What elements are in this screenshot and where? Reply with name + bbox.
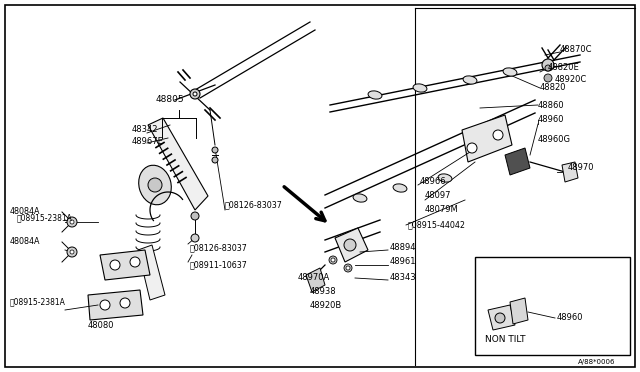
Text: 48967E: 48967E [132, 138, 164, 147]
Text: 48920C: 48920C [555, 76, 588, 84]
Text: 48084A: 48084A [10, 237, 40, 247]
Polygon shape [488, 305, 515, 330]
Text: 48079M: 48079M [425, 205, 459, 215]
Polygon shape [335, 228, 368, 262]
Circle shape [212, 147, 218, 153]
Text: 48894: 48894 [390, 244, 417, 253]
Text: 48342: 48342 [132, 125, 159, 135]
Text: 48084A: 48084A [10, 208, 40, 217]
Circle shape [344, 239, 356, 251]
Circle shape [545, 65, 551, 71]
Circle shape [493, 130, 503, 140]
Ellipse shape [413, 84, 427, 92]
Polygon shape [100, 250, 150, 280]
Ellipse shape [139, 165, 172, 205]
Circle shape [467, 143, 477, 153]
Text: 48960G: 48960G [538, 135, 571, 144]
Circle shape [67, 247, 77, 257]
Text: 48870C: 48870C [560, 45, 593, 55]
Text: Ⓚ08915-44042: Ⓚ08915-44042 [408, 221, 466, 230]
Ellipse shape [393, 184, 407, 192]
Circle shape [331, 258, 335, 262]
Circle shape [110, 260, 120, 270]
Text: 48860: 48860 [538, 100, 564, 109]
Text: 48805: 48805 [156, 96, 184, 105]
Ellipse shape [438, 174, 452, 182]
Circle shape [148, 178, 162, 192]
Ellipse shape [353, 194, 367, 202]
Text: Ⓜ08915-2381A: Ⓜ08915-2381A [10, 298, 66, 307]
Polygon shape [562, 162, 578, 182]
Circle shape [70, 220, 74, 224]
Circle shape [544, 74, 552, 82]
Text: ⒲08126-83037: ⒲08126-83037 [225, 201, 283, 209]
Text: 48966: 48966 [420, 177, 447, 186]
Circle shape [346, 266, 350, 270]
Polygon shape [138, 245, 165, 300]
Circle shape [130, 257, 140, 267]
Text: NON TILT: NON TILT [484, 336, 525, 344]
Ellipse shape [463, 76, 477, 84]
Polygon shape [88, 290, 143, 320]
Text: 48343: 48343 [390, 273, 417, 282]
Ellipse shape [368, 91, 382, 99]
Circle shape [191, 234, 199, 242]
Text: Ⓜ08915-2381A: Ⓜ08915-2381A [17, 214, 73, 222]
Circle shape [190, 89, 200, 99]
Polygon shape [462, 115, 512, 162]
Text: 48080: 48080 [88, 321, 115, 330]
Text: Ⓚ08911-10637: Ⓚ08911-10637 [190, 260, 248, 269]
Ellipse shape [503, 68, 517, 76]
Circle shape [70, 250, 74, 254]
Circle shape [212, 157, 218, 163]
Text: ⒲08126-83037: ⒲08126-83037 [190, 244, 248, 253]
Text: 48960: 48960 [538, 115, 564, 125]
Text: A/88*0006: A/88*0006 [577, 359, 615, 365]
Circle shape [193, 92, 197, 96]
Text: 48820E: 48820E [548, 64, 580, 73]
Polygon shape [505, 148, 530, 175]
Text: 48961: 48961 [390, 257, 417, 266]
Polygon shape [510, 298, 528, 324]
Circle shape [329, 256, 337, 264]
Text: 48960: 48960 [557, 314, 584, 323]
Bar [475, 257, 630, 355]
Circle shape [67, 217, 77, 227]
Polygon shape [306, 268, 325, 292]
Text: 48097: 48097 [425, 192, 451, 201]
Circle shape [120, 298, 130, 308]
Text: 48970: 48970 [568, 164, 595, 173]
Circle shape [542, 59, 554, 71]
Text: 48820: 48820 [540, 83, 566, 93]
Circle shape [344, 264, 352, 272]
Circle shape [100, 300, 110, 310]
Text: 48920B: 48920B [310, 301, 342, 310]
Circle shape [191, 212, 199, 220]
Text: 48970A: 48970A [298, 273, 330, 282]
Polygon shape [148, 118, 208, 210]
Text: 48938: 48938 [310, 288, 337, 296]
Circle shape [495, 313, 505, 323]
